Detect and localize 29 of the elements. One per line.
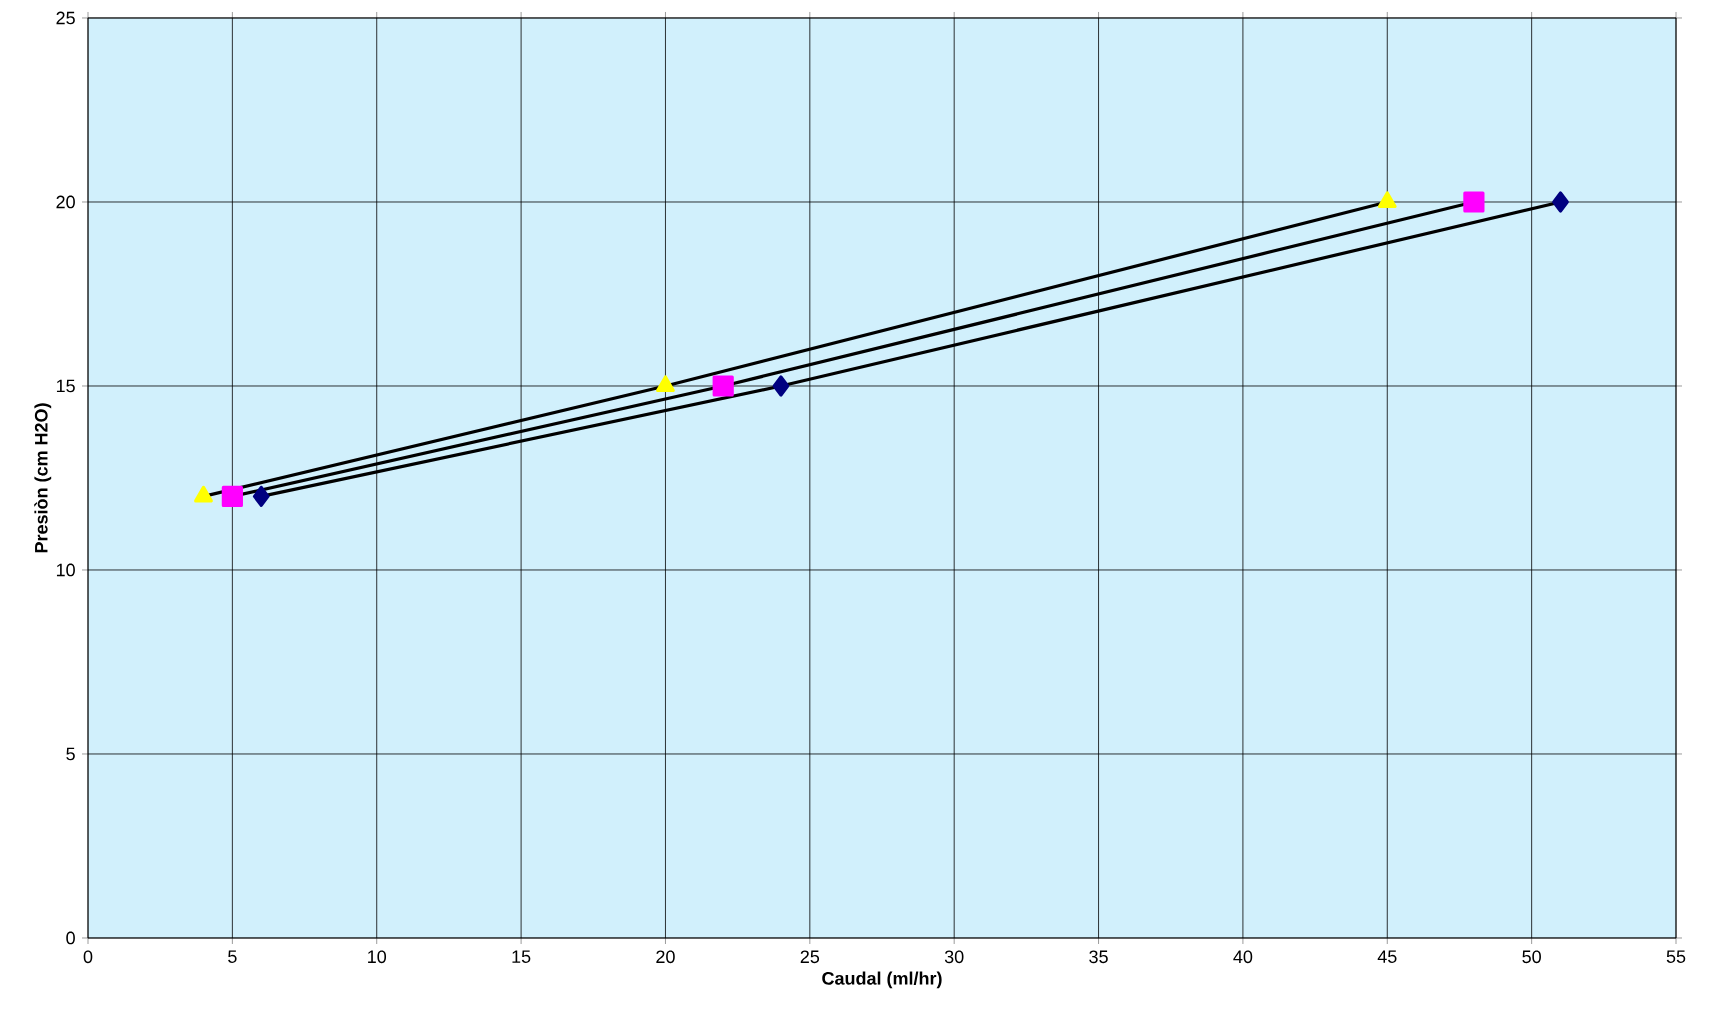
y-tick-label: 0 xyxy=(66,931,75,945)
y-tick-label: 10 xyxy=(56,563,75,577)
x-tick-label: 20 xyxy=(656,950,675,964)
y-tick-label: 5 xyxy=(66,747,75,761)
x-axis-title: Caudal (ml/hr) xyxy=(822,971,942,989)
point xyxy=(1463,191,1485,213)
x-tick-label: 40 xyxy=(1233,950,1253,964)
x-tick-label: 15 xyxy=(512,950,531,963)
point xyxy=(1377,191,1397,209)
point xyxy=(194,485,213,503)
y-tick-label: 25 xyxy=(56,11,75,25)
x-tick-label: 35 xyxy=(1089,950,1108,964)
point xyxy=(1552,191,1569,213)
x-tick-label: 45 xyxy=(1377,950,1397,963)
x-tick-label: 30 xyxy=(944,950,964,964)
x-tick-label: 50 xyxy=(1522,950,1541,964)
point xyxy=(656,375,675,393)
point xyxy=(252,485,270,507)
x-tick-label: 0 xyxy=(83,950,93,964)
y-tick-label: 15 xyxy=(56,379,75,393)
y-axis-title: Presiòn (cm H2O) xyxy=(34,403,52,553)
point xyxy=(221,485,243,507)
point xyxy=(712,375,734,397)
point xyxy=(772,375,790,397)
y-tick-label: 20 xyxy=(56,195,75,209)
x-tick-label: 55 xyxy=(1666,950,1686,963)
x-tick-label: 10 xyxy=(368,950,387,964)
x-tick-label: 5 xyxy=(228,950,237,963)
x-tick-label: 25 xyxy=(800,950,820,964)
